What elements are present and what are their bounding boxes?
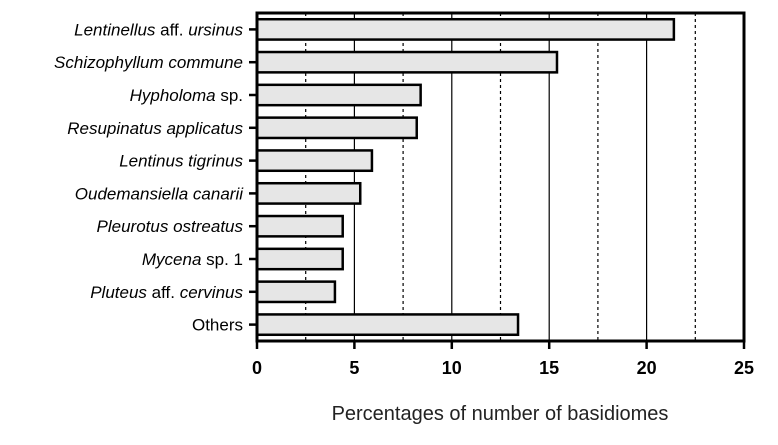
x-tick-label: 10 [442,358,462,378]
bar [255,313,520,337]
category-label: Oudemansiella canarii [75,184,244,203]
bar [255,17,676,41]
x-tick-label: 20 [637,358,657,378]
x-tick-label: 5 [349,358,359,378]
x-axis-title: Percentages of number of basidiomes [332,403,669,425]
category-label: Lentinellus aff. ursinus [74,20,243,39]
bar [255,83,422,107]
x-tick-label: 25 [734,358,754,378]
category-label: Hypholoma sp. [130,86,243,105]
category-label: Lentinus tigrinus [119,152,243,171]
category-label: Others [192,316,243,335]
category-label: Resupinatus applicatus [67,119,243,138]
category-label: Pleurotus ostreatus [97,217,244,236]
bar [255,149,374,173]
x-axis-ticks: 0 5 10 15 20 25 [252,341,754,378]
bar [255,181,362,205]
bars [255,17,676,337]
bar [255,50,559,74]
category-label: Schizophyllum commune [54,53,243,72]
bar [255,214,344,238]
bar [255,247,344,271]
category-labels: Lentinellus aff. ursinus Schizophyllum co… [54,20,257,335]
plot-frame [255,11,746,343]
bar [255,116,418,140]
category-label: Mycena sp. 1 [142,250,243,269]
x-tick-label: 15 [539,358,559,378]
bar [255,280,337,304]
x-tick-label: 0 [252,358,262,378]
category-label: Pluteus aff. cervinus [90,283,243,302]
